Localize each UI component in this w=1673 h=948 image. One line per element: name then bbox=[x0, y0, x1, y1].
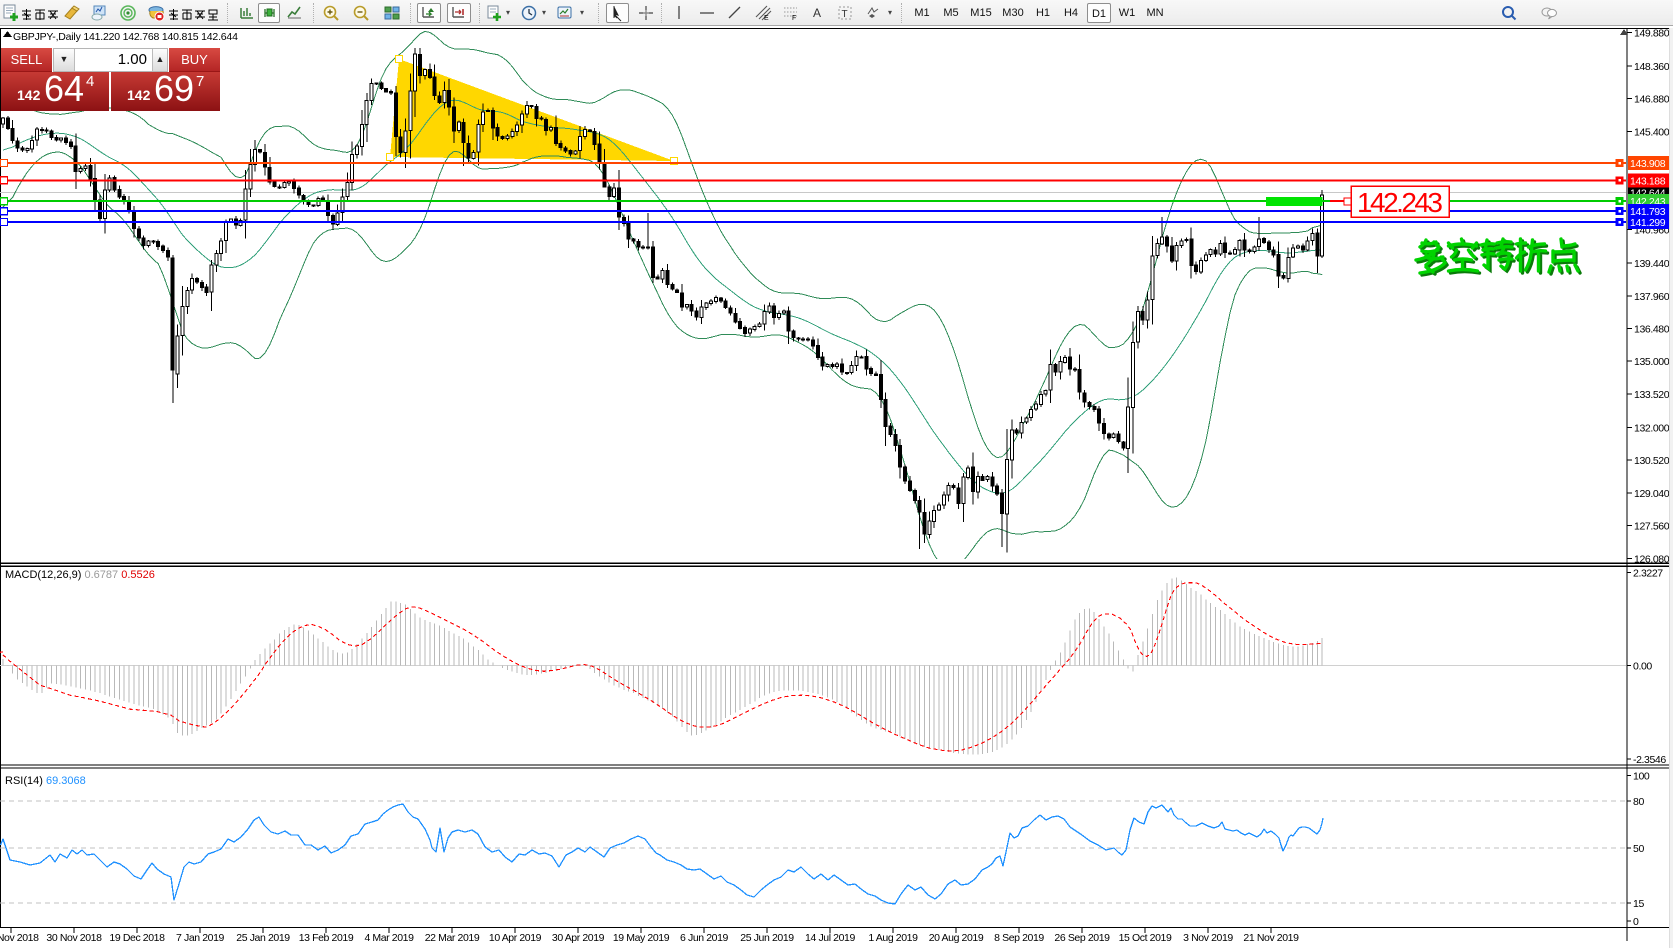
svg-text:19 Dec 2018: 19 Dec 2018 bbox=[109, 932, 165, 944]
svg-text:19 May 2019: 19 May 2019 bbox=[613, 932, 670, 944]
svg-text:20 Aug 2019: 20 Aug 2019 bbox=[929, 932, 984, 944]
svg-text:6 Jun 2019: 6 Jun 2019 bbox=[680, 932, 729, 944]
svg-text:30 Nov 2018: 30 Nov 2018 bbox=[46, 932, 102, 944]
svg-text:12 Nov 2018: 12 Nov 2018 bbox=[0, 932, 39, 944]
svg-text:142.243: 142.243 bbox=[1357, 187, 1443, 218]
svg-text:21 Nov 2019: 21 Nov 2019 bbox=[1243, 932, 1299, 944]
svg-text:146.880: 146.880 bbox=[1634, 94, 1670, 106]
svg-text:143.188: 143.188 bbox=[1630, 175, 1666, 187]
svg-text:10 Apr 2019: 10 Apr 2019 bbox=[489, 932, 542, 944]
svg-text:8 Sep 2019: 8 Sep 2019 bbox=[994, 932, 1044, 944]
svg-text:3 Nov 2019: 3 Nov 2019 bbox=[1183, 932, 1233, 944]
svg-text:26 Sep 2019: 26 Sep 2019 bbox=[1054, 932, 1110, 944]
svg-text:50: 50 bbox=[1633, 843, 1644, 855]
svg-text:15: 15 bbox=[1633, 898, 1644, 910]
svg-text:2.3227: 2.3227 bbox=[1633, 567, 1663, 579]
svg-text:14 Jul 2019: 14 Jul 2019 bbox=[805, 932, 855, 944]
svg-text:133.520: 133.520 bbox=[1634, 389, 1670, 401]
svg-text:22 Mar 2019: 22 Mar 2019 bbox=[425, 932, 480, 944]
svg-text:100: 100 bbox=[1633, 770, 1650, 782]
svg-text:132.000: 132.000 bbox=[1634, 423, 1670, 435]
svg-text:149.880: 149.880 bbox=[1634, 27, 1670, 39]
svg-text:145.400: 145.400 bbox=[1634, 126, 1670, 138]
svg-text:RSI(14) 69.3068: RSI(14) 69.3068 bbox=[5, 775, 86, 787]
svg-text:80: 80 bbox=[1633, 796, 1644, 808]
svg-text:4 Mar 2019: 4 Mar 2019 bbox=[364, 932, 414, 944]
svg-text:126.080: 126.080 bbox=[1634, 553, 1670, 565]
svg-text:25 Jan 2019: 25 Jan 2019 bbox=[236, 932, 290, 944]
svg-text:GBPJPY-,Daily 141.220 142.768: GBPJPY-,Daily 141.220 142.768 140.815 14… bbox=[13, 31, 238, 43]
svg-text:137.960: 137.960 bbox=[1634, 291, 1670, 303]
svg-text:E: E bbox=[764, 15, 769, 22]
svg-text:139.440: 139.440 bbox=[1634, 258, 1670, 270]
svg-text:1 Aug 2019: 1 Aug 2019 bbox=[868, 932, 918, 944]
svg-text:0.00: 0.00 bbox=[1633, 660, 1652, 672]
svg-text:13 Feb 2019: 13 Feb 2019 bbox=[299, 932, 354, 944]
svg-text:F: F bbox=[792, 15, 796, 22]
svg-text:130.520: 130.520 bbox=[1634, 455, 1670, 467]
svg-text:141.299: 141.299 bbox=[1630, 217, 1666, 229]
svg-text:0: 0 bbox=[1633, 916, 1639, 928]
svg-text:-2.3546: -2.3546 bbox=[1633, 754, 1666, 766]
svg-text:T: T bbox=[842, 9, 848, 20]
svg-text:MACD(12,26,9) 0.6787 0.5526: MACD(12,26,9) 0.6787 0.5526 bbox=[5, 569, 155, 581]
svg-text:136.480: 136.480 bbox=[1634, 324, 1670, 336]
svg-text:143.908: 143.908 bbox=[1630, 158, 1666, 170]
svg-text:30 Apr 2019: 30 Apr 2019 bbox=[552, 932, 605, 944]
svg-text:7 Jan 2019: 7 Jan 2019 bbox=[176, 932, 225, 944]
svg-text:148.360: 148.360 bbox=[1634, 61, 1670, 73]
svg-text:127.560: 127.560 bbox=[1634, 521, 1670, 533]
svg-text:129.040: 129.040 bbox=[1634, 488, 1670, 500]
svg-text:25 Jun 2019: 25 Jun 2019 bbox=[740, 932, 794, 944]
svg-text:15 Oct 2019: 15 Oct 2019 bbox=[1119, 932, 1172, 944]
svg-text:135.000: 135.000 bbox=[1634, 356, 1670, 368]
